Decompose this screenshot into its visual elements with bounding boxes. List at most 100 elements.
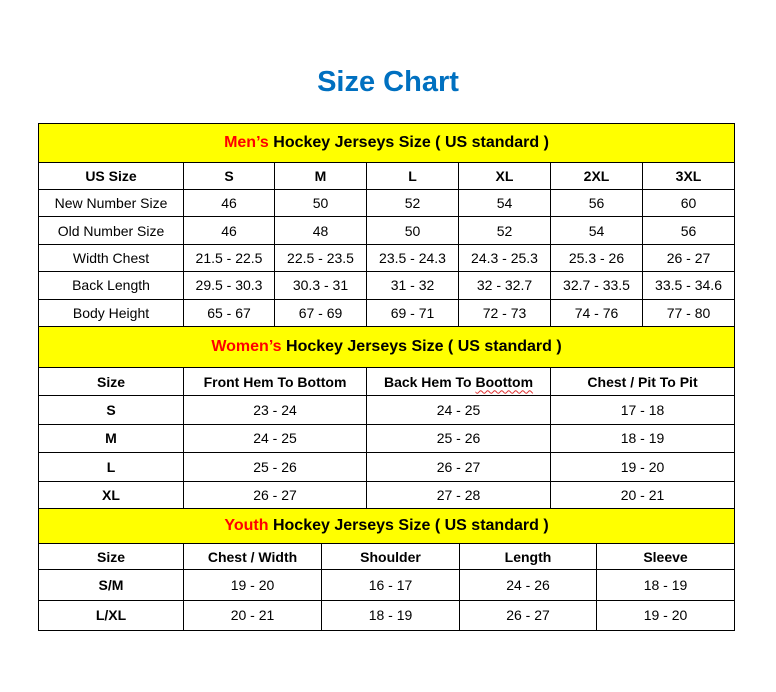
mens-section-header: Men’s Hockey Jerseys Size ( US standard … xyxy=(37,123,736,163)
column-header: Chest / Pit To Pit xyxy=(549,367,736,396)
table-cell: 18 - 19 xyxy=(595,569,736,601)
table-cell: 67 - 69 xyxy=(274,298,367,327)
table-cell: 26 - 27 xyxy=(459,599,597,631)
row-label: New Number Size xyxy=(38,188,184,218)
column-header-part: Back Hem To xyxy=(383,373,476,390)
table-cell: 52 xyxy=(366,188,459,218)
table-cell: 52 xyxy=(458,216,551,245)
womens-heading-rest: Hockey Jerseys Size ( US standard ) xyxy=(281,338,562,355)
table-cell: 19 - 20 xyxy=(549,452,736,482)
table-cell: 29.5 - 30.3 xyxy=(183,271,275,300)
table-cell: 46 xyxy=(183,188,275,218)
table-cell: 74 - 76 xyxy=(550,298,643,327)
table-cell: 24.3 - 25.3 xyxy=(458,243,551,273)
row-label: XL xyxy=(38,480,184,510)
womens-section-header: Women’s Hockey Jerseys Size ( US standar… xyxy=(37,326,736,368)
table-cell: 20 - 21 xyxy=(183,599,322,631)
table-cell: 26 - 27 xyxy=(641,243,736,273)
column-header: L xyxy=(366,162,459,190)
womens-heading-accent: Women’s xyxy=(211,338,282,355)
table-cell: 54 xyxy=(550,216,643,245)
table-row: S/M 19 - 20 16 - 17 24 - 26 18 - 19 xyxy=(38,569,736,601)
mens-heading-accent: Men’s xyxy=(224,134,269,151)
row-label: Body Height xyxy=(38,298,184,327)
youth-heading: Youth Hockey Jerseys Size ( US standard … xyxy=(37,508,736,544)
table-cell: 72 - 73 xyxy=(458,298,551,327)
table-cell: 48 xyxy=(274,216,367,245)
table-cell: 77 - 80 xyxy=(641,298,736,327)
table-cell: 33.5 - 34.6 xyxy=(641,271,736,300)
table-cell: 50 xyxy=(366,216,459,245)
table-cell: 20 - 21 xyxy=(549,480,736,510)
youth-size-table: Youth Hockey Jerseys Size ( US standard … xyxy=(37,508,736,631)
table-cell: 65 - 67 xyxy=(183,298,275,327)
youth-header-row: Size Chest / Width Shoulder Length Sleev… xyxy=(38,543,736,570)
mens-heading-rest: Hockey Jerseys Size ( US standard ) xyxy=(268,134,549,151)
column-header: XL xyxy=(458,162,551,190)
table-cell: 21.5 - 22.5 xyxy=(183,243,275,273)
table-cell: 24 - 26 xyxy=(459,569,597,601)
row-label: Old Number Size xyxy=(38,216,184,245)
column-header: Chest / Width xyxy=(183,543,322,570)
row-label: L xyxy=(38,452,184,482)
table-row: S 23 - 24 24 - 25 17 - 18 xyxy=(38,395,736,425)
table-cell: 54 xyxy=(458,188,551,218)
table-cell: 18 - 19 xyxy=(321,599,460,631)
column-header: Sleeve xyxy=(595,543,736,570)
table-cell: 60 xyxy=(641,188,736,218)
column-header: M xyxy=(274,162,367,190)
mens-size-table: Men’s Hockey Jerseys Size ( US standard … xyxy=(37,123,736,327)
row-label: L/XL xyxy=(38,599,184,631)
column-header: Length xyxy=(459,543,597,570)
table-row: Old Number Size 46 48 50 52 54 56 xyxy=(38,216,736,245)
column-header: Shoulder xyxy=(321,543,460,570)
mens-header-row: US Size S M L XL 2XL 3XL xyxy=(38,162,736,190)
mens-heading: Men’s Hockey Jerseys Size ( US standard … xyxy=(37,123,736,163)
column-header: 2XL xyxy=(550,162,643,190)
table-cell: 30.3 - 31 xyxy=(274,271,367,300)
table-cell: 32.7 - 33.5 xyxy=(550,271,643,300)
table-row: Back Length 29.5 - 30.3 30.3 - 31 31 - 32 32… xyxy=(38,271,736,300)
row-label: Back Length xyxy=(38,271,184,300)
youth-heading-rest: Hockey Jerseys Size ( US standard ) xyxy=(268,517,549,534)
womens-heading: Women’s Hockey Jerseys Size ( US standar… xyxy=(37,326,736,368)
table-row: L/XL 20 - 21 18 - 19 26 - 27 19 - 20 xyxy=(38,599,736,631)
table-cell: 23 - 24 xyxy=(183,395,367,425)
table-row: Body Height 65 - 67 67 - 69 69 - 71 72 - 73 7… xyxy=(38,298,736,327)
table-cell: 27 - 28 xyxy=(366,480,551,510)
table-cell: 24 - 25 xyxy=(366,395,551,425)
table-row: M 24 - 25 25 - 26 18 - 19 xyxy=(38,423,736,453)
table-cell: 17 - 18 xyxy=(549,395,736,425)
table-cell: 31 - 32 xyxy=(366,271,459,300)
table-cell: 19 - 20 xyxy=(183,569,322,601)
table-cell: 23.5 - 24.3 xyxy=(366,243,459,273)
table-cell: 24 - 25 xyxy=(183,423,367,453)
table-cell: 22.5 - 23.5 xyxy=(274,243,367,273)
table-row: XL 26 - 27 27 - 28 20 - 21 xyxy=(38,480,736,510)
table-cell: 25 - 26 xyxy=(183,452,367,482)
table-cell: 25 - 26 xyxy=(366,423,551,453)
row-label: M xyxy=(38,423,184,453)
youth-heading-accent: Youth xyxy=(224,517,269,534)
table-cell: 32 - 32.7 xyxy=(458,271,551,300)
table-cell: 16 - 17 xyxy=(321,569,460,601)
page-title: Size Chart xyxy=(317,66,459,98)
womens-size-table: Women’s Hockey Jerseys Size ( US standar… xyxy=(37,326,736,510)
table-row: New Number Size 46 50 52 54 56 60 xyxy=(38,188,736,218)
table-cell: 25.3 - 26 xyxy=(550,243,643,273)
table-cell: 18 - 19 xyxy=(549,423,736,453)
column-header: 3XL xyxy=(641,162,736,190)
column-header: US Size xyxy=(38,162,184,190)
table-cell: 26 - 27 xyxy=(183,480,367,510)
column-header: Size xyxy=(38,543,184,570)
youth-section-header: Youth Hockey Jerseys Size ( US standard … xyxy=(37,508,736,544)
table-cell: 19 - 20 xyxy=(595,599,736,631)
table-cell: 69 - 71 xyxy=(366,298,459,327)
table-row: L 25 - 26 26 - 27 19 - 20 xyxy=(38,452,736,482)
table-row: Width Chest 21.5 - 22.5 22.5 - 23.5 23.5 - … xyxy=(38,243,736,273)
table-cell: 50 xyxy=(274,188,367,218)
table-cell: 56 xyxy=(550,188,643,218)
column-header: Size xyxy=(38,367,184,396)
column-header: Back Hem To Boottom xyxy=(366,367,551,396)
row-label: S xyxy=(38,395,184,425)
